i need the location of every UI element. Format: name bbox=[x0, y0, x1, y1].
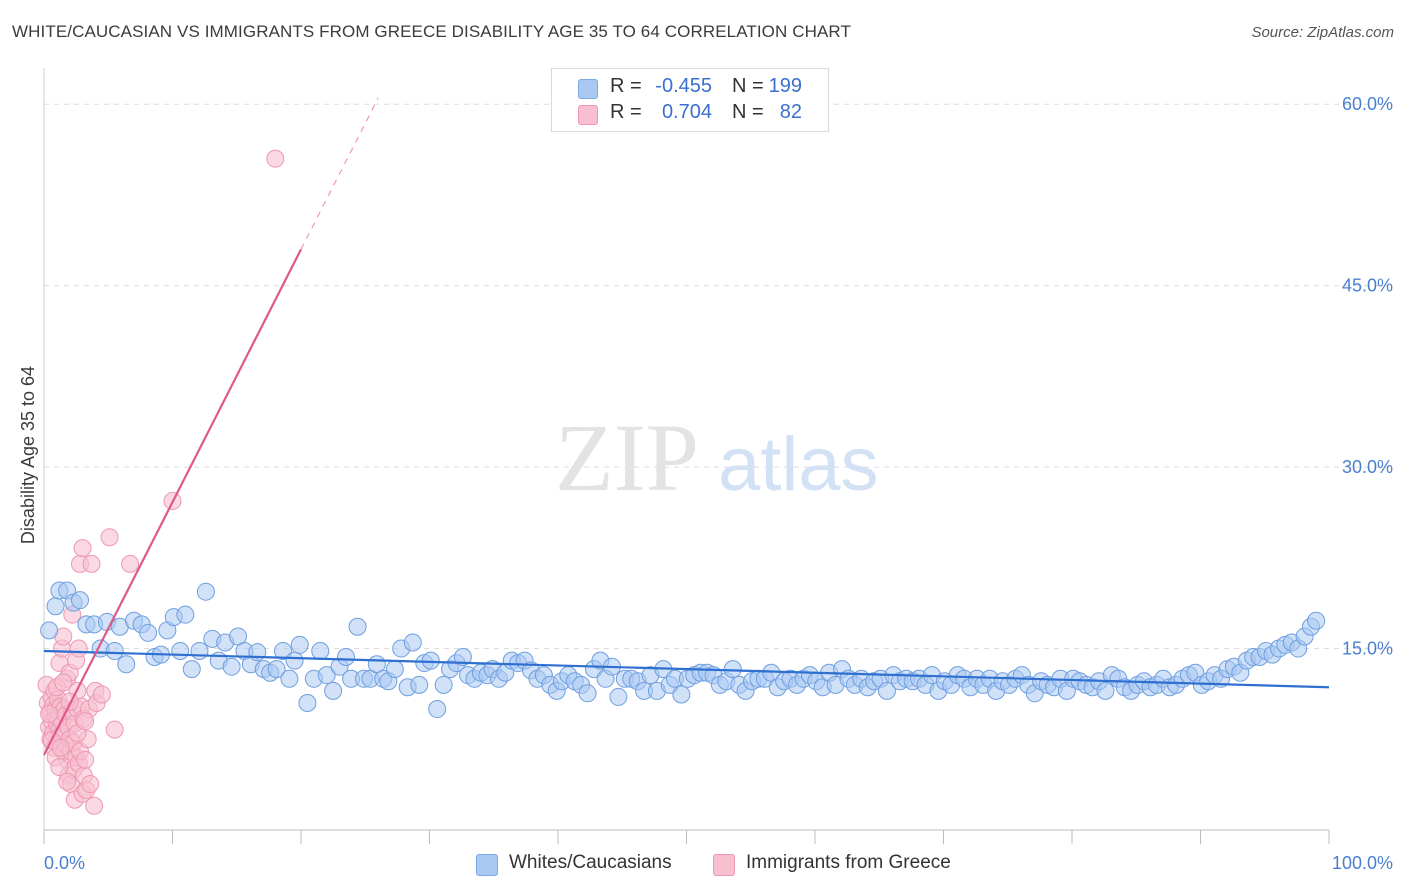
data-point-greece bbox=[100, 528, 119, 547]
y-tick-label: 60.0% bbox=[1342, 94, 1393, 114]
data-point-greece bbox=[40, 704, 59, 723]
data-point-whites bbox=[410, 675, 429, 694]
data-point-whites bbox=[578, 684, 597, 703]
bottom-legend-swatch-whites bbox=[476, 854, 498, 876]
legend-r-value: 0.704 bbox=[661, 101, 712, 123]
y-tick-label: 15.0% bbox=[1342, 639, 1393, 659]
data-point-whites bbox=[139, 623, 158, 642]
data-point-greece bbox=[50, 758, 69, 777]
tick-layer: 15.0% 30.0% 45.0% 60.0% 0.0% 100.0% bbox=[44, 94, 1393, 873]
data-point-whites bbox=[1096, 681, 1115, 700]
data-point-whites bbox=[1307, 611, 1326, 630]
data-point-whites bbox=[117, 655, 136, 674]
data-point-greece bbox=[69, 639, 88, 658]
legend-swatch-greece bbox=[578, 105, 598, 125]
data-point-whites bbox=[274, 641, 293, 660]
data-point-greece bbox=[60, 692, 79, 711]
trend-layer bbox=[43, 97, 1330, 756]
data-point-whites bbox=[267, 660, 286, 679]
data-point-whites bbox=[317, 666, 336, 685]
data-point-whites bbox=[311, 641, 330, 660]
data-point-whites bbox=[176, 605, 195, 624]
data-point-greece bbox=[51, 738, 70, 757]
legend-n-label: N = bbox=[732, 101, 764, 123]
data-point-whites bbox=[877, 681, 896, 700]
data-point-whites bbox=[290, 635, 309, 654]
data-point-greece bbox=[92, 685, 111, 704]
data-point-greece bbox=[105, 720, 124, 739]
data-point-whites bbox=[609, 687, 628, 706]
data-point-whites bbox=[348, 617, 367, 636]
data-point-whites bbox=[723, 660, 742, 679]
data-point-whites bbox=[403, 633, 422, 652]
data-point-greece bbox=[121, 554, 140, 573]
data-point-whites bbox=[428, 700, 447, 719]
data-point-greece bbox=[266, 149, 285, 168]
watermark-zip: ZIP bbox=[555, 404, 699, 511]
legend-swatch-whites bbox=[578, 79, 598, 99]
data-point-whites bbox=[324, 681, 343, 700]
bottom-legend-swatch-greece bbox=[713, 854, 735, 876]
data-point-whites bbox=[190, 641, 209, 660]
legend-n-value: 199 bbox=[768, 75, 802, 97]
blue-points-layer bbox=[40, 581, 1326, 719]
data-point-whites bbox=[672, 685, 691, 704]
data-point-whites bbox=[298, 693, 317, 712]
data-point-whites bbox=[453, 648, 472, 667]
data-point-whites bbox=[46, 597, 65, 616]
data-point-whites bbox=[385, 660, 404, 679]
watermark-atlas: atlas bbox=[718, 422, 879, 507]
data-point-whites bbox=[336, 648, 355, 667]
y-axis-label: Disability Age 35 to 64 bbox=[18, 366, 38, 544]
data-point-whites bbox=[196, 582, 215, 601]
watermark: ZIP atlas bbox=[555, 404, 879, 511]
y-tick-label: 30.0% bbox=[1342, 457, 1393, 477]
x-tick-label: 0.0% bbox=[44, 853, 85, 873]
data-point-greece bbox=[58, 772, 77, 791]
data-point-whites bbox=[40, 621, 59, 640]
data-point-greece bbox=[81, 775, 100, 794]
legend-r-label: R = bbox=[610, 75, 642, 97]
trend-line-greece bbox=[43, 248, 302, 756]
data-point-greece bbox=[76, 712, 95, 731]
data-point-whites bbox=[171, 641, 190, 660]
data-point-greece bbox=[85, 796, 104, 815]
x-tick-label: 100.0% bbox=[1332, 853, 1393, 873]
trend-line-greece-extension bbox=[300, 97, 379, 250]
data-point-greece bbox=[54, 673, 73, 692]
chart-title: WHITE/CAUCASIAN VS IMMIGRANTS FROM GREEC… bbox=[12, 22, 851, 41]
data-point-whites bbox=[70, 591, 89, 610]
data-point-whites bbox=[285, 651, 304, 670]
data-point-whites bbox=[182, 660, 201, 679]
data-point-whites bbox=[222, 657, 241, 676]
legend-n-value: 82 bbox=[779, 101, 802, 123]
legend-row-whites: R = -0.455 N = 199 bbox=[552, 75, 828, 101]
bottom-legend-label-greece: Immigrants from Greece bbox=[746, 852, 951, 873]
data-point-greece bbox=[73, 539, 92, 558]
legend-r-value: -0.455 bbox=[655, 75, 712, 97]
data-point-whites bbox=[434, 675, 453, 694]
legend-row-greece: R = 0.704 N = 82 bbox=[552, 101, 828, 127]
data-point-whites bbox=[280, 669, 299, 688]
correlation-legend: R = -0.455 N = 199 R = 0.704 N = 82 bbox=[551, 68, 829, 132]
pink-points-layer bbox=[37, 149, 285, 815]
grid-layer bbox=[44, 103, 1392, 650]
data-point-whites bbox=[105, 641, 124, 660]
legend-r-label: R = bbox=[610, 101, 642, 123]
bottom-legend-label-whites: Whites/Caucasians bbox=[509, 852, 672, 873]
trend-line-whites bbox=[43, 649, 1330, 689]
source-label: Source: ZipAtlas.com bbox=[1251, 24, 1394, 41]
y-tick-label: 45.0% bbox=[1342, 276, 1393, 296]
data-point-greece bbox=[82, 554, 101, 573]
legend-n-label: N = bbox=[732, 75, 764, 97]
data-point-greece bbox=[76, 750, 95, 769]
